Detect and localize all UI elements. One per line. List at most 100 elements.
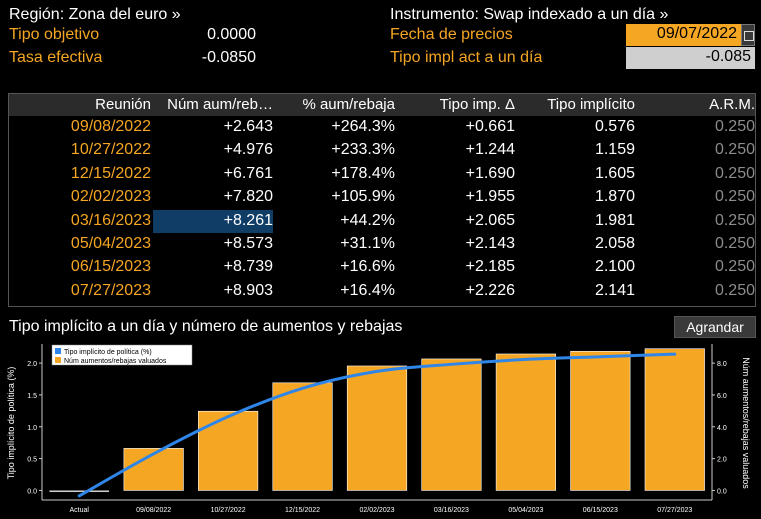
left-tick-label: 2.0 [27, 361, 37, 368]
price-date-input[interactable]: 09/07/2022 [626, 24, 741, 46]
col-header-pct-hikes[interactable]: % aum/rebaja [302, 96, 395, 113]
selected-cell-highlight [153, 209, 273, 233]
cell-implied-delta[interactable]: +2.143 [465, 235, 515, 252]
cell-meeting[interactable]: 05/04/2023 [70, 235, 151, 252]
y-axis-label-right: Núm aumentos/rebajas valuados [741, 357, 751, 489]
bar [570, 351, 631, 491]
right-tick-label: 2.0 [717, 457, 727, 464]
table-row[interactable]: 06/15/2023 +8.739 +16.6% +2.185 2.100 0.250 [9, 256, 755, 279]
cell-arm[interactable]: 0.250 [714, 281, 755, 299]
meetings-table: Reunión Núm aum/reb… % aum/rebaja Tipo i… [8, 93, 756, 307]
table-row[interactable]: 10/27/2022 +4.976 +233.3% +1.244 1.159 0.250 [9, 139, 755, 162]
table-row[interactable]: 12/15/2022 +6.761 +178.4% +1.690 1.605 0.250 [9, 163, 755, 186]
cell-arm[interactable]: 0.250 [714, 211, 755, 229]
cell-implied-rate[interactable]: 1.159 [594, 141, 635, 159]
cell-implied-rate[interactable]: 2.058 [594, 235, 635, 252]
cell-num-hikes[interactable]: +2.643 [223, 118, 273, 135]
cell-num-hikes[interactable]: +7.820 [223, 188, 273, 206]
cell-num-hikes[interactable]: +8.573 [223, 235, 273, 252]
expand-button[interactable]: Agrandar [674, 316, 756, 338]
cell-implied-delta[interactable]: +1.955 [465, 188, 515, 206]
cell-implied-rate[interactable]: 1.981 [594, 211, 635, 229]
cell-implied-rate[interactable]: 0.576 [594, 118, 635, 135]
cell-arm[interactable]: 0.250 [714, 164, 755, 182]
x-tick-label: Actual [69, 507, 89, 514]
x-tick-label: 06/15/2023 [583, 507, 618, 514]
cell-implied-delta[interactable]: +0.661 [465, 118, 515, 135]
chart-legend: Tipo implícito de política (%) Núm aumen… [51, 344, 193, 366]
bar [495, 353, 556, 491]
table-row[interactable]: 07/27/2023 +8.903 +16.4% +2.226 2.141 0.250 [9, 280, 755, 303]
cell-arm[interactable]: 0.250 [714, 188, 755, 206]
cell-pct-hikes[interactable]: +178.4% [331, 164, 395, 182]
cell-implied-delta[interactable]: +2.226 [465, 281, 515, 299]
effective-rate-label: Tasa efectiva [9, 49, 103, 66]
legend-implied-rate: Tipo implícito de política (%) [64, 349, 152, 356]
cell-num-hikes[interactable]: +8.261 [223, 211, 273, 229]
price-date-label: Fecha de precios [390, 26, 513, 43]
x-tick-label: 07/27/2023 [657, 507, 692, 514]
cell-num-hikes[interactable]: +6.761 [223, 164, 273, 182]
cell-pct-hikes[interactable]: +16.4% [340, 281, 395, 299]
right-tick-label: 6.0 [717, 393, 727, 400]
cell-implied-delta[interactable]: +2.185 [465, 258, 515, 276]
cell-pct-hikes[interactable]: +105.9% [331, 188, 395, 206]
cell-meeting[interactable]: 06/15/2023 [70, 258, 151, 276]
table-row[interactable]: 02/02/2023 +7.820 +105.9% +1.955 1.870 0.250 [9, 186, 755, 209]
cell-implied-delta[interactable]: +1.690 [465, 164, 515, 182]
cell-pct-hikes[interactable]: +16.6% [340, 258, 395, 276]
cell-pct-hikes[interactable]: +233.3% [331, 141, 395, 159]
bar [346, 365, 408, 491]
implied-rate-input[interactable]: -0.085 [626, 47, 755, 69]
calendar-icon[interactable] [741, 24, 755, 46]
cell-arm[interactable]: 0.250 [714, 141, 755, 159]
instrument-selector[interactable]: Instrumento: Swap indexado a un día » [390, 6, 669, 23]
col-header-implied-delta[interactable]: Tipo imp. Δ [439, 96, 515, 113]
col-header-meeting[interactable]: Reunión [95, 96, 151, 113]
effective-rate-value: -0.0850 [201, 49, 256, 66]
cell-implied-rate[interactable]: 2.100 [594, 258, 635, 276]
cell-meeting[interactable]: 12/15/2022 [70, 164, 151, 182]
cell-implied-rate[interactable]: 1.870 [594, 188, 635, 206]
table-header: Reunión Núm aum/reb… % aum/rebaja Tipo i… [9, 94, 755, 116]
table-row[interactable]: 09/08/2022 +2.643 +264.3% +0.661 0.576 0.250 [9, 116, 755, 139]
col-header-arm[interactable]: A.R.M. [709, 96, 755, 113]
cell-implied-delta[interactable]: +1.244 [465, 141, 515, 159]
y-axis-label-left: Tipo implícito de política (%) [6, 367, 16, 480]
cell-implied-delta[interactable]: +2.065 [465, 211, 515, 229]
right-tick-label: 0.0 [717, 488, 727, 495]
legend-num-hikes: Núm aumentos/rebajas valuados [64, 358, 167, 365]
cell-arm[interactable]: 0.250 [714, 258, 755, 276]
cell-arm[interactable]: 0.250 [714, 235, 755, 252]
cell-meeting[interactable]: 10/27/2022 [70, 141, 151, 159]
cell-pct-hikes[interactable]: +31.1% [340, 235, 395, 252]
cell-arm[interactable]: 0.250 [714, 118, 755, 135]
cell-num-hikes[interactable]: +8.739 [223, 258, 273, 276]
cell-meeting[interactable]: 07/27/2023 [70, 281, 151, 299]
col-header-num-hikes[interactable]: Núm aum/reb… [167, 96, 273, 113]
x-tick-label: 10/27/2022 [211, 507, 246, 514]
cell-num-hikes[interactable]: +8.903 [223, 281, 273, 299]
bar [644, 348, 705, 491]
cell-num-hikes[interactable]: +4.976 [223, 141, 273, 159]
cell-pct-hikes[interactable]: +44.2% [340, 211, 395, 229]
bar [49, 490, 109, 493]
cell-meeting[interactable]: 09/08/2022 [70, 118, 151, 135]
x-tick-label: 02/02/2023 [359, 507, 394, 514]
cell-meeting[interactable]: 02/02/2023 [70, 188, 151, 206]
bar [421, 358, 482, 491]
target-rate-label: Tipo objetivo [9, 26, 100, 43]
table-row[interactable]: 05/04/2023 +8.573 +31.1% +2.143 2.058 0.250 [9, 233, 755, 256]
cell-meeting[interactable]: 03/16/2023 [70, 211, 151, 229]
region-selector[interactable]: Región: Zona del euro » [9, 6, 181, 23]
cell-implied-rate[interactable]: 2.141 [594, 281, 635, 299]
cell-pct-hikes[interactable]: +264.3% [331, 118, 395, 135]
col-header-implied-rate[interactable]: Tipo implícito [547, 96, 635, 113]
x-tick-label: 03/16/2023 [434, 507, 469, 514]
left-tick-label: 0.5 [27, 457, 37, 464]
x-tick-label: 05/04/2023 [508, 507, 543, 514]
cell-implied-rate[interactable]: 1.605 [594, 164, 635, 182]
table-row[interactable]: 03/16/2023 +8.261 +44.2% +2.065 1.981 0.250 [9, 209, 755, 233]
left-tick-label: 1.5 [27, 393, 37, 400]
left-tick-label: 1.0 [27, 425, 37, 432]
